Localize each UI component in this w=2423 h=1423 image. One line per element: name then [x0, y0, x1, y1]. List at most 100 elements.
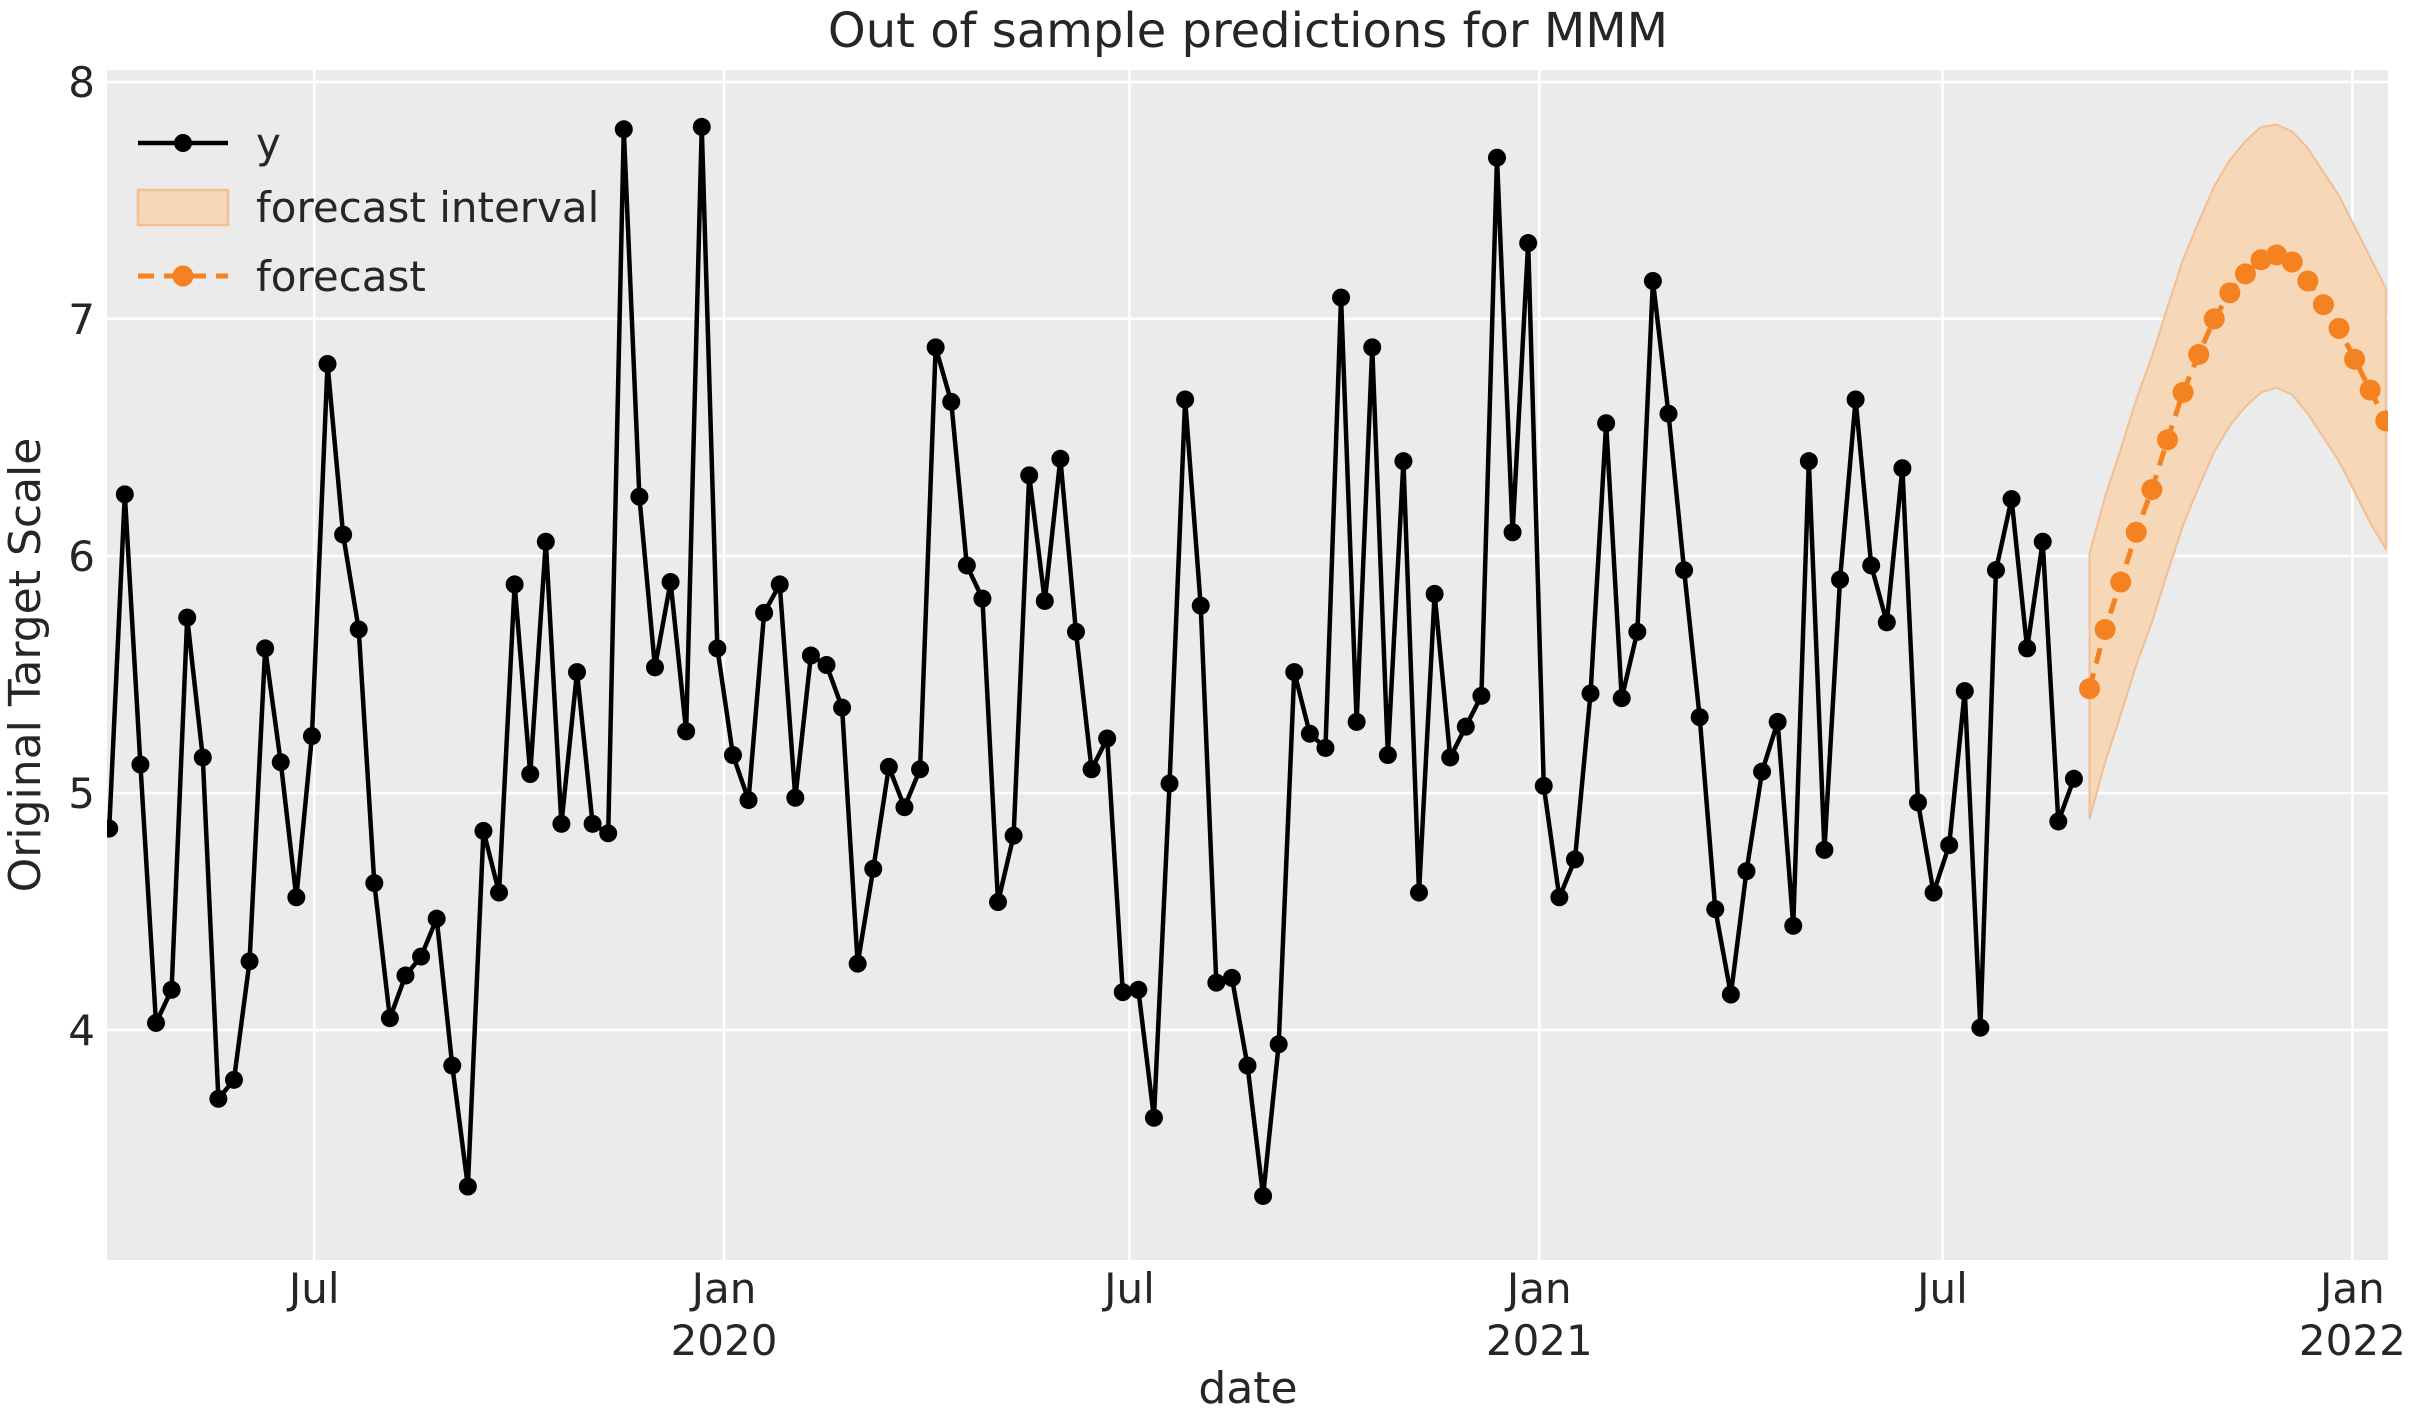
y-data-point	[1378, 746, 1397, 765]
y-data-point	[107, 819, 119, 838]
y-data-point	[443, 1056, 462, 1075]
x-axis-label: date	[1198, 1363, 1297, 1414]
x-tick-label: Jul	[286, 1264, 340, 1313]
y-data-point	[1877, 613, 1896, 632]
y-data-point	[1394, 452, 1413, 471]
legend: y forecast interval forecast	[136, 119, 599, 301]
y-data-point	[193, 748, 212, 767]
y-data-point	[568, 663, 587, 682]
y-data-point	[1612, 689, 1631, 708]
y-data-point	[256, 639, 275, 658]
legend-forecast-marker-sample	[172, 265, 194, 287]
y-tick-label: 7	[68, 295, 95, 344]
forecast-data-point	[2172, 381, 2194, 403]
y-data-point	[739, 791, 758, 810]
y-series-markers	[107, 117, 2083, 1205]
y-data-point	[427, 909, 446, 928]
forecast-data-point	[2079, 678, 2101, 700]
x-tick-year-label: 2021	[1486, 1316, 1593, 1365]
forecast-data-point	[2281, 251, 2303, 273]
y-data-point	[1721, 985, 1740, 1004]
y-data-point	[1503, 523, 1522, 542]
y-data-point	[1285, 663, 1304, 682]
y-data-point	[334, 525, 353, 544]
forecast-data-point	[2219, 282, 2241, 304]
legend-item-forecast-label: forecast	[256, 252, 426, 301]
forecast-data-point	[2188, 343, 2210, 365]
x-tick-year-label: 2020	[671, 1316, 778, 1365]
y-data-point	[1690, 708, 1709, 727]
y-data-point	[412, 947, 431, 966]
y-tick-label: 5	[68, 769, 95, 818]
forecast-data-point	[2328, 317, 2350, 339]
forecast-data-point	[2141, 479, 2163, 501]
forecast-data-point	[2110, 571, 2132, 593]
y-data-point	[1363, 338, 1382, 357]
forecast-data-point	[2094, 618, 2116, 640]
y-data-point	[801, 646, 820, 665]
y-data-point	[755, 603, 774, 622]
forecast-interval-band	[2088, 123, 2387, 820]
y-data-point	[536, 532, 555, 551]
y-data-point	[1332, 288, 1351, 307]
y-data-point	[1908, 793, 1927, 812]
y-data-point	[2049, 812, 2068, 831]
y-data-point	[1316, 738, 1335, 757]
series-layer	[107, 117, 2388, 1205]
y-data-point	[1082, 760, 1101, 779]
y-data-point	[1207, 973, 1226, 992]
y-axis-label: Original Target Scale	[0, 438, 51, 893]
y-data-point	[1675, 561, 1694, 580]
y-data-point	[2033, 532, 2052, 551]
y-data-point	[162, 980, 181, 999]
y-data-point	[1051, 449, 1070, 468]
y-data-point	[318, 354, 337, 373]
y-data-point	[2002, 490, 2021, 509]
y-tick-label: 4	[68, 1006, 95, 1055]
chart-title: Out of sample predictions for MMM	[828, 3, 1668, 59]
forecast-data-point	[2344, 348, 2366, 370]
y-data-point	[349, 620, 368, 639]
y-data-point	[942, 392, 961, 411]
legend-y-marker-sample	[174, 134, 192, 152]
forecast-data-point	[2203, 308, 2225, 330]
y-data-point	[287, 888, 306, 907]
y-data-point	[1425, 584, 1444, 603]
y-data-point	[708, 639, 727, 658]
y-data-point	[1565, 850, 1584, 869]
y-data-point	[1659, 404, 1678, 423]
y-data-point	[115, 485, 134, 504]
y-tick-label: 6	[68, 532, 95, 581]
x-tick-label: Jan	[2317, 1264, 2385, 1313]
forecast-data-point	[2234, 263, 2256, 285]
y-data-point	[302, 727, 321, 746]
x-tick-label: Jan	[1504, 1264, 1572, 1313]
y-data-point	[817, 656, 836, 674]
y-data-point	[1176, 390, 1195, 409]
y-data-point	[1846, 390, 1865, 409]
x-tick-year-label: 2022	[2299, 1316, 2406, 1365]
y-data-point	[1706, 900, 1725, 919]
y-data-point	[1597, 414, 1616, 433]
x-tick-label: Jul	[1101, 1264, 1155, 1313]
y-data-point	[1441, 748, 1460, 767]
y-data-point	[723, 746, 742, 765]
y-data-point	[848, 954, 867, 973]
y-data-point	[224, 1070, 243, 1089]
y-data-point	[1940, 836, 1959, 855]
y-data-point	[661, 573, 680, 592]
y-data-point	[1144, 1108, 1163, 1127]
forecast-data-point	[2266, 244, 2288, 266]
y-data-point	[1784, 916, 1803, 935]
y-data-point	[1004, 826, 1023, 845]
y-data-point	[911, 760, 930, 779]
y-data-point	[147, 1013, 166, 1032]
y-data-point	[2018, 639, 2037, 658]
y-data-point	[926, 338, 945, 357]
y-data-point	[1862, 556, 1881, 575]
y-data-point	[505, 575, 524, 594]
y-data-point	[895, 798, 914, 817]
forecast-data-point	[2359, 379, 2381, 401]
y-data-point	[1254, 1186, 1273, 1205]
